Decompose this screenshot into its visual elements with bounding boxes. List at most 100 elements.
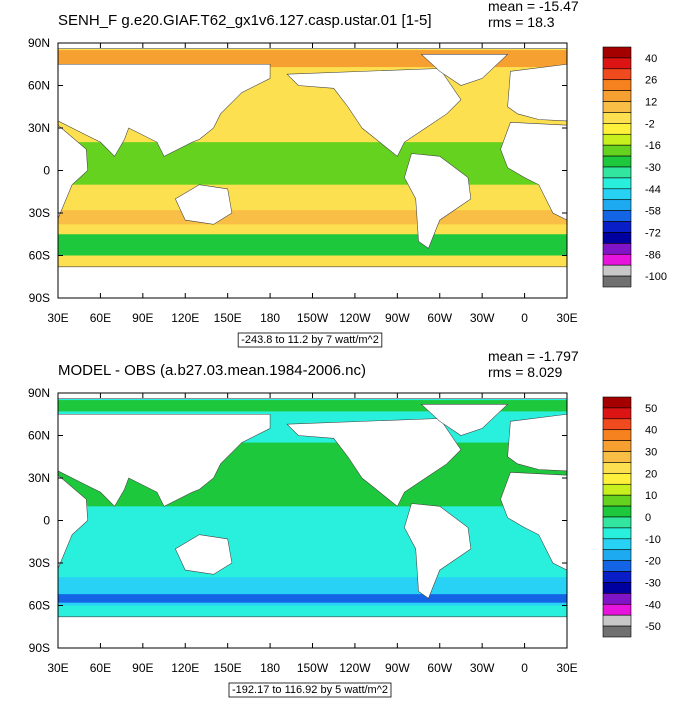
lon-label: 30E: [47, 311, 68, 325]
lon-label: 150E: [214, 661, 242, 675]
lat-label: 30N: [28, 471, 50, 485]
mean-label: mean = -15.47: [488, 0, 579, 14]
colorbar-swatch: [602, 462, 632, 474]
field-band: [58, 210, 567, 225]
colorbar-swatch: [602, 144, 632, 157]
colorbar-label: -16: [645, 140, 661, 152]
colorbar-label: -2: [645, 118, 655, 130]
colorbar-swatch: [602, 199, 632, 211]
lon-label: 0: [521, 661, 528, 675]
colorbar-swatch: [602, 483, 632, 496]
lon-label: 120E: [171, 311, 199, 325]
panel-title: SENH_F g.e20.GIAF.T62_gx1v6.127.casp.ust…: [58, 12, 432, 29]
colorbar-swatch: [602, 614, 632, 627]
colorbar-label: -30: [645, 162, 661, 174]
colorbar-label: -72: [645, 227, 661, 239]
lon-label: 30E: [556, 661, 577, 675]
colorbar-label: -86: [645, 249, 661, 261]
colorbar-swatch: [602, 407, 632, 420]
colorbar-swatch: [602, 79, 632, 91]
colorbar-swatch: [602, 166, 632, 179]
colorbar-swatch: [602, 210, 632, 222]
lon-label: 120W: [339, 661, 371, 675]
lat-label: 60N: [28, 79, 50, 93]
colorbar-label: -10: [645, 534, 661, 546]
mean-label: mean = -1.797: [488, 348, 579, 364]
map-field: [58, 43, 567, 298]
colorbar-label: -50: [645, 621, 661, 633]
lon-label: 60W: [427, 311, 452, 325]
colorbar-label: 26: [645, 75, 657, 87]
colorbar-swatch: [602, 538, 632, 551]
lon-label: 120E: [171, 661, 199, 675]
lon-label: 30E: [47, 661, 68, 675]
colorbar-label: -58: [645, 206, 661, 218]
lon-label: 180: [260, 661, 280, 675]
colorbar-swatch: [602, 264, 632, 277]
lat-label: 0: [43, 164, 50, 178]
colorbar-swatch: [602, 221, 632, 233]
panel-title: MODEL - OBS (a.b27.03.mean.1984-2006.nc): [58, 362, 366, 379]
lon-label: 60W: [427, 661, 452, 675]
colorbar-swatch: [602, 101, 632, 113]
map-field: [58, 393, 567, 648]
lat-label: 90N: [28, 36, 50, 50]
lat-label: 60S: [29, 599, 50, 613]
colorbar-swatch: [602, 232, 632, 244]
lat-label: 90S: [29, 641, 50, 655]
colorbar-label: 50: [645, 403, 657, 415]
lon-label: 120W: [339, 311, 371, 325]
colorbar-swatch: [602, 549, 632, 561]
colorbar-swatch: [602, 57, 632, 70]
lat-label: 90S: [29, 291, 50, 305]
colorbar-swatch: [602, 451, 632, 463]
lon-label: 90E: [132, 311, 153, 325]
contour-info: -243.8 to 11.2 by 7 watt/m^2: [241, 334, 379, 346]
colorbar-label: -40: [645, 599, 661, 611]
field-band: [58, 142, 567, 185]
colorbar-swatch: [602, 429, 632, 441]
contour-info-box: [228, 682, 392, 698]
lon-label: 30W: [470, 661, 495, 675]
colorbar-swatch: [602, 68, 632, 81]
colorbar-label: -44: [645, 184, 661, 196]
lat-label: 30S: [29, 556, 50, 570]
colorbar-swatch: [602, 243, 632, 255]
colorbar-label: -20: [645, 556, 661, 568]
colorbar-swatch: [602, 571, 632, 583]
map-panel: MODEL - OBS (a.b27.03.mean.1984-2006.nc)…: [28, 348, 661, 698]
lat-label: 90N: [28, 386, 50, 400]
colorbar-swatch: [602, 505, 632, 518]
rms-label: rms = 8.029: [488, 364, 563, 380]
lon-label: 30E: [556, 311, 577, 325]
lon-label: 60E: [90, 311, 111, 325]
colorbar-label: -100: [645, 271, 667, 283]
colorbar-swatch: [602, 155, 632, 168]
contour-info-box: [237, 332, 383, 348]
colorbar-swatch: [602, 418, 632, 431]
colorbar-label: 12: [645, 97, 657, 109]
field-band: [58, 234, 567, 256]
colorbar-swatch: [602, 603, 632, 616]
lon-label: 150W: [297, 311, 329, 325]
colorbar-label: 0: [645, 512, 651, 524]
colorbar-swatch: [602, 275, 632, 288]
field-band: [58, 400, 567, 412]
colorbar-label: 40: [645, 425, 657, 437]
colorbar-swatch: [602, 516, 632, 529]
colorbar-swatch: [602, 593, 632, 605]
colorbar-swatch: [602, 625, 632, 638]
colorbar-swatch: [602, 46, 632, 59]
colorbar-swatch: [602, 527, 632, 540]
field-band: [58, 594, 567, 603]
lon-label: 0: [521, 311, 528, 325]
lon-label: 180: [260, 311, 280, 325]
lon-label: 60E: [90, 661, 111, 675]
colorbar-label: 20: [645, 468, 657, 480]
lat-label: 30S: [29, 206, 50, 220]
colorbar-swatch: [602, 123, 632, 135]
colorbar-swatch: [602, 396, 632, 409]
rms-label: rms = 18.3: [488, 14, 555, 30]
colorbar-swatch: [602, 177, 632, 190]
